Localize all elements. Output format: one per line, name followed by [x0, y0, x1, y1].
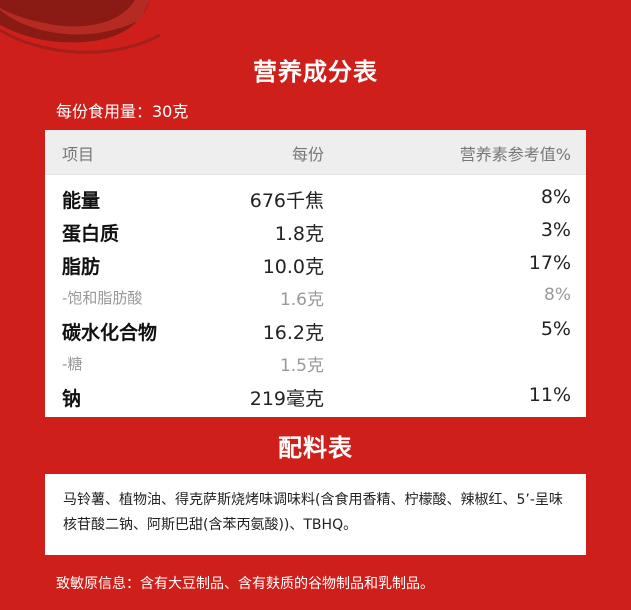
nutrient-value: 1.6克 [279, 290, 324, 310]
serving-size: 每份食用量：30克 [56, 102, 189, 121]
nutrient-nrv: 17% [528, 252, 571, 274]
nutrition-table: 项目 每份 营养素参考值% 能量 676千焦 8% 蛋白质 1.8克 3% 脂肪… [45, 130, 586, 417]
nutrient-name: 能量 [62, 190, 101, 212]
nutrient-name: 钠 [62, 388, 82, 410]
table-row: -糖 1.5克 [45, 347, 586, 380]
nutrient-name: -饱和脂肪酸 [62, 289, 143, 307]
ingredients-text: 马铃薯、植物油、得克萨斯烧烤味调味料(含食用香精、柠檬酸、辣椒红、5’-呈味核苷… [63, 492, 563, 533]
nutrient-name: 蛋白质 [62, 223, 120, 245]
nutrient-value: 1.8克 [274, 223, 324, 245]
nutrient-name: 脂肪 [62, 256, 101, 278]
nutrient-name: -糖 [62, 355, 83, 373]
nutrient-nrv: 8% [544, 285, 571, 305]
ingredients-panel: 马铃薯、植物油、得克萨斯烧烤味调味料(含食用香精、柠檬酸、辣椒红、5’-呈味核苷… [45, 474, 586, 555]
table-row: 能量 676千焦 8% [45, 182, 586, 215]
nutrient-nrv: 11% [528, 384, 571, 406]
nutrient-value: 10.0克 [262, 256, 324, 278]
table-row: 蛋白质 1.8克 3% [45, 215, 586, 248]
table-body: 能量 676千焦 8% 蛋白质 1.8克 3% 脂肪 10.0克 17% -饱和… [45, 182, 586, 413]
table-row: 钠 219毫克 11% [45, 380, 586, 413]
decorative-swoosh [0, 0, 161, 54]
nutrient-name: 碳水化合物 [62, 322, 158, 344]
table-row: -饱和脂肪酸 1.6克 8% [45, 281, 586, 314]
nutrient-nrv: 8% [540, 186, 571, 208]
header-per-serving: 每份 [291, 145, 324, 164]
ingredients-title: 配料表 [278, 434, 353, 462]
table-row: 脂肪 10.0克 17% [45, 248, 586, 281]
table-header: 项目 每份 营养素参考值% [45, 130, 586, 175]
nutrient-nrv: 5% [540, 318, 571, 340]
nutrition-title: 营养成分表 [253, 58, 378, 86]
nutrient-value: 219毫克 [249, 388, 324, 410]
nutrient-value: 676千焦 [249, 190, 324, 212]
header-item: 项目 [62, 145, 95, 164]
nutrient-value: 1.5克 [279, 356, 324, 376]
header-nrv: 营养素参考值% [459, 145, 571, 164]
table-row: 碳水化合物 16.2克 5% [45, 314, 586, 347]
allergen-info: 致敏原信息：含有大豆制品、含有麸质的谷物制品和乳制品。 [56, 576, 434, 592]
nutrient-nrv: 3% [540, 219, 571, 241]
nutrient-value: 16.2克 [262, 322, 324, 344]
